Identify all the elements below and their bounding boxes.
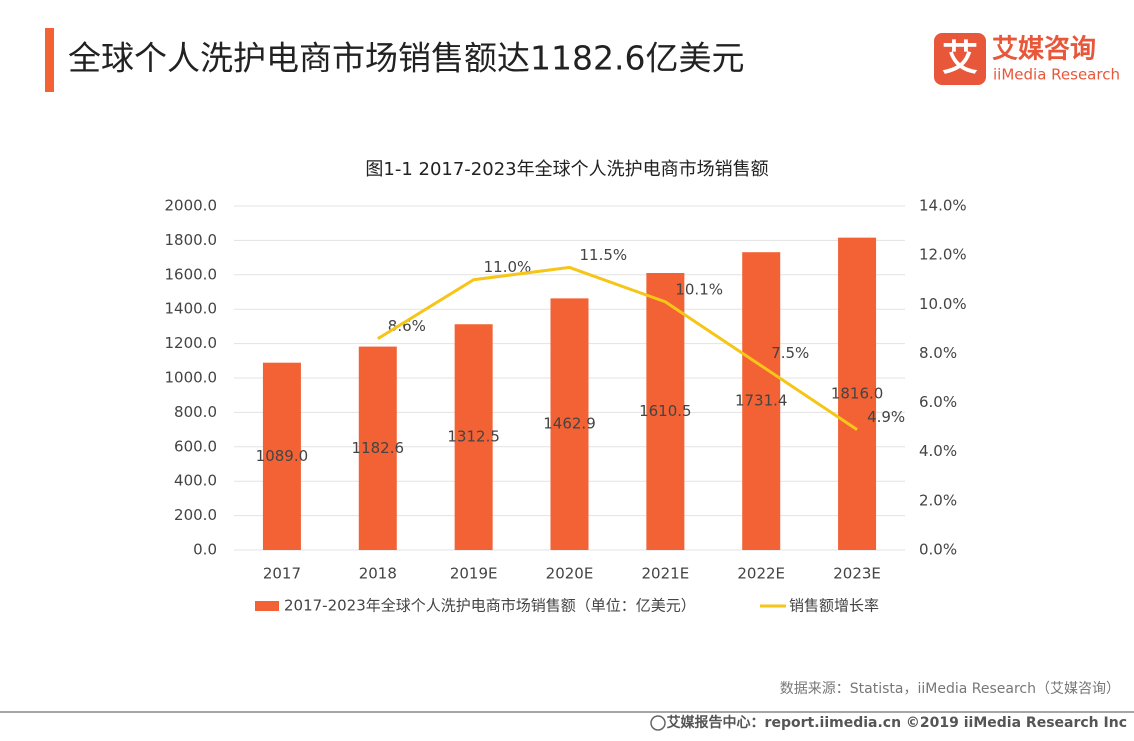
y-tick-label: 400.0 bbox=[174, 472, 217, 490]
legend-label: 2017-2023年全球个人洗护电商市场销售额（单位：亿美元） bbox=[284, 597, 696, 615]
y2-tick-label: 0.0% bbox=[919, 541, 957, 559]
y2-tick-label: 8.0% bbox=[919, 344, 957, 362]
logo-en: iiMedia Research bbox=[993, 66, 1120, 84]
x-tick-label: 2019E bbox=[450, 565, 498, 583]
x-tick-label: 2018 bbox=[359, 565, 397, 583]
data-label: 1816.0 bbox=[831, 384, 884, 402]
logo-mark: 艾 bbox=[942, 38, 978, 79]
data-label: 1182.6 bbox=[352, 439, 405, 457]
chart-title: 图1-1 2017-2023年全球个人洗护电商市场销售额 bbox=[365, 159, 768, 180]
data-label: 11.0% bbox=[484, 258, 532, 276]
logo-cn: 艾媒咨询 bbox=[992, 34, 1096, 65]
x-tick-label: 2017 bbox=[263, 565, 301, 583]
page-title: 全球个人洗护电商市场销售额达1182.6亿美元 bbox=[68, 39, 744, 78]
data-label: 1462.9 bbox=[543, 415, 596, 433]
y2-tick-label: 4.0% bbox=[919, 442, 957, 460]
data-label: 10.1% bbox=[675, 280, 723, 298]
x-tick-label: 2021E bbox=[642, 565, 690, 583]
bar bbox=[742, 252, 781, 550]
bar bbox=[262, 362, 301, 550]
y2-tick-label: 2.0% bbox=[919, 491, 957, 509]
bar bbox=[550, 298, 589, 550]
footer-icon bbox=[650, 715, 666, 731]
data-label: 1312.5 bbox=[447, 428, 500, 446]
data-label: 8.6% bbox=[388, 317, 426, 335]
x-tick-label: 2022E bbox=[737, 565, 785, 583]
y-tick-label: 1600.0 bbox=[165, 265, 218, 283]
data-label: 1089.0 bbox=[256, 447, 309, 465]
y-tick-label: 2000.0 bbox=[165, 197, 218, 215]
legend-swatch bbox=[255, 601, 279, 611]
x-tick-label: 2023E bbox=[833, 565, 881, 583]
legend-label: 销售额增长率 bbox=[789, 597, 879, 615]
bar bbox=[646, 272, 685, 550]
y2-tick-label: 6.0% bbox=[919, 393, 957, 411]
bar bbox=[454, 324, 493, 550]
footer: 艾媒报告中心：report.iimedia.cn ©2019 iiMedia R… bbox=[667, 714, 1127, 731]
data-label: 4.9% bbox=[867, 408, 905, 426]
title-accent bbox=[45, 28, 54, 92]
line bbox=[377, 265, 858, 431]
data-label: 1610.5 bbox=[639, 402, 692, 420]
y-tick-label: 600.0 bbox=[174, 437, 217, 455]
y-tick-label: 0.0 bbox=[193, 541, 217, 559]
data-label: 1731.4 bbox=[735, 392, 788, 410]
bar bbox=[358, 346, 397, 550]
x-tick-label: 2020E bbox=[546, 565, 594, 583]
y-tick-label: 200.0 bbox=[174, 506, 217, 524]
y-tick-label: 1200.0 bbox=[165, 334, 218, 352]
source: 数据来源：Statista，iiMedia Research（艾媒咨询） bbox=[780, 681, 1120, 697]
data-label: 11.5% bbox=[580, 246, 628, 264]
y2-tick-label: 10.0% bbox=[919, 295, 967, 313]
data-label: 7.5% bbox=[771, 344, 809, 362]
bar bbox=[838, 237, 877, 550]
y2-tick-label: 14.0% bbox=[919, 197, 967, 215]
y-tick-label: 800.0 bbox=[174, 403, 217, 421]
y-tick-label: 1800.0 bbox=[165, 231, 218, 249]
y-tick-label: 1000.0 bbox=[165, 369, 218, 387]
y2-tick-label: 12.0% bbox=[919, 246, 967, 264]
y-tick-label: 1400.0 bbox=[165, 300, 218, 318]
logo-box bbox=[934, 33, 986, 85]
